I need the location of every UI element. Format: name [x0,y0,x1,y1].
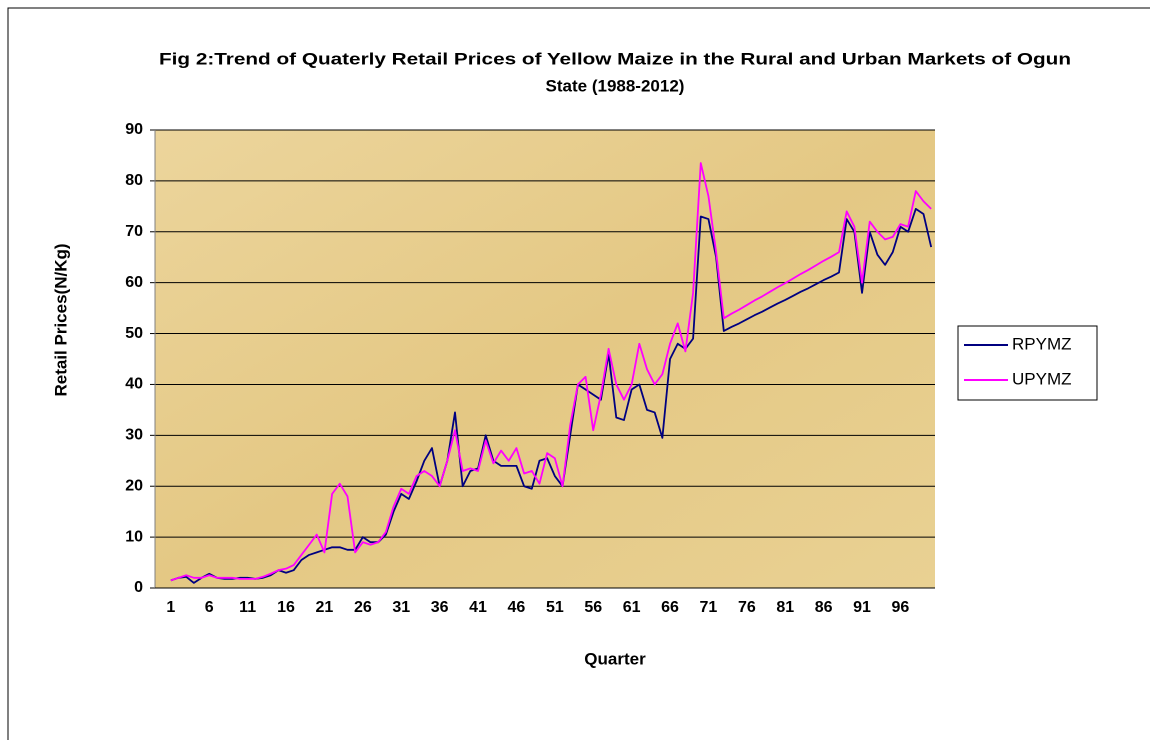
legend-box [957,325,1098,401]
x-axis-label: Quarter [584,649,646,668]
legend-label: UPYMZ [1012,369,1072,388]
x-tick-label: 86 [815,599,833,616]
x-tick-label: 6 [205,599,214,616]
x-tick-label: 36 [431,599,449,616]
x-tick-label: 31 [392,599,410,616]
x-tick-label: 96 [892,599,910,616]
x-tick-label: 76 [738,599,756,616]
y-tick-label: 90 [125,121,143,138]
y-tick-label: 60 [125,274,143,291]
y-tick-label: 40 [125,376,143,393]
x-tick-label: 51 [546,599,564,616]
x-tick-label: 21 [316,599,334,616]
x-tick-label: 1 [166,599,175,616]
chart-title: Fig 2:Trend of Quaterly Retail Prices of… [159,49,1071,68]
x-tick-label: 61 [623,599,641,616]
series-line [170,207,933,584]
x-tick-label: 81 [776,599,794,616]
x-tick-label: 11 [239,599,256,616]
x-tick-label: 91 [853,599,871,616]
y-tick-label: 70 [125,223,143,240]
legend-label: RPYMZ [1012,334,1072,353]
x-tick-label: 71 [700,599,718,616]
x-tick-label: 41 [469,599,487,616]
chart-title: State (1988-2012) [546,76,685,95]
chart-frame [7,7,1150,740]
y-tick-label: 10 [125,528,143,545]
y-axis-label: Retail Prices(N/Kg) [51,243,70,396]
x-tick-label: 46 [508,599,526,616]
y-tick-label: 30 [125,427,143,444]
plot-area [155,130,935,588]
series-line [170,162,932,582]
y-tick-label: 80 [125,172,143,189]
x-tick-label: 26 [354,599,372,616]
y-tick-label: 0 [134,579,143,596]
y-tick-label: 50 [125,325,143,342]
y-tick-label: 20 [125,477,143,494]
x-tick-label: 16 [277,599,295,616]
x-tick-label: 66 [661,599,679,616]
x-tick-label: 56 [584,599,602,616]
